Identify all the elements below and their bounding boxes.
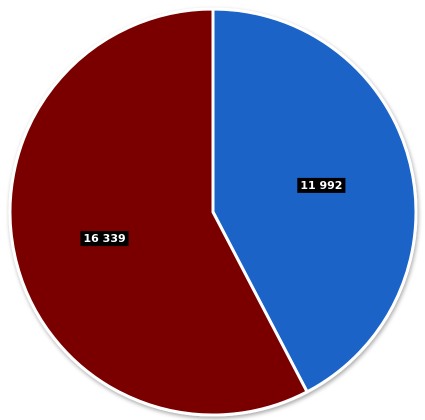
pie-slice-2: [8, 7, 309, 417]
slice-value-label: 16 339: [84, 232, 126, 245]
pie-slices: [8, 7, 418, 417]
slice-data-label-1: 11 992: [297, 177, 346, 193]
pie-labels: 11 992 16 339: [80, 177, 346, 247]
slice-label-background: [80, 231, 129, 247]
slice-data-label-2: 16 339: [80, 231, 129, 247]
slice-value-label: 11 992: [300, 179, 342, 192]
pie-slice-1: [211, 7, 418, 394]
slice-label-background: [297, 177, 346, 193]
